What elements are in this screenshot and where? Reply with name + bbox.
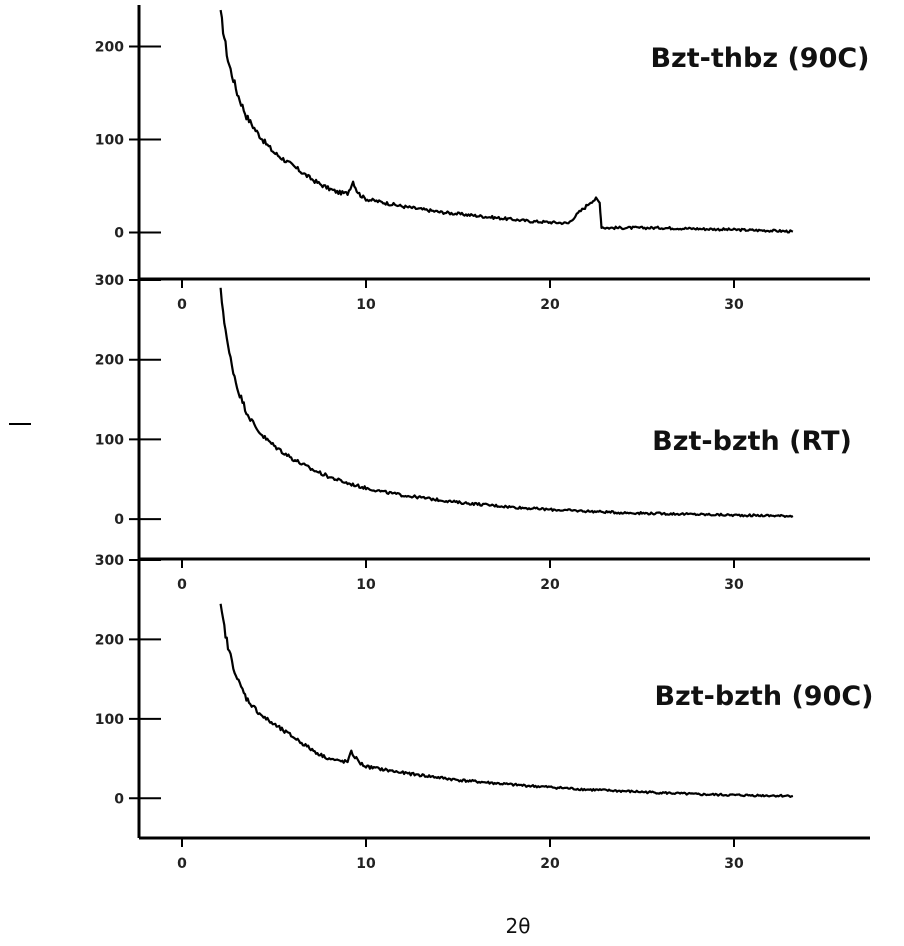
series-line xyxy=(219,9,794,234)
y-tick-label: 0 xyxy=(114,226,124,242)
x-axis-title: 2θ xyxy=(506,914,531,938)
y-tick-label: 0 xyxy=(114,512,124,528)
x-tick-label: 0 xyxy=(177,297,187,313)
x-tick-label: 10 xyxy=(356,297,376,313)
y-tick-label: 0 xyxy=(114,791,124,807)
y-tick-label: 200 xyxy=(95,353,124,369)
y-tick-label: 200 xyxy=(95,40,124,56)
panel-title: Bzt-bzth (90C) xyxy=(654,681,873,712)
x-tick-label: 20 xyxy=(540,577,560,593)
panel-title: Bzt-bzth (RT) xyxy=(652,426,852,457)
x-tick-label: 30 xyxy=(724,297,744,313)
series-line xyxy=(219,603,794,798)
x-tick-label: 0 xyxy=(177,856,187,872)
panel-title: Bzt-thbz (90C) xyxy=(650,43,869,74)
series-line xyxy=(219,287,794,518)
y-tick-label: 100 xyxy=(95,712,124,728)
x-tick-label: 30 xyxy=(724,577,744,593)
y-tick-label: 300 xyxy=(95,553,124,569)
x-tick-label: 10 xyxy=(356,856,376,872)
x-tick-label: 30 xyxy=(724,856,744,872)
y-tick-label: 100 xyxy=(95,133,124,149)
x-tick-label: 20 xyxy=(540,297,560,313)
y-tick-label: 300 xyxy=(95,273,124,289)
x-tick-label: 20 xyxy=(540,856,560,872)
x-tick-label: 0 xyxy=(177,577,187,593)
x-tick-label: 10 xyxy=(356,577,376,593)
y-tick-label: 200 xyxy=(95,632,124,648)
y-tick-label: 100 xyxy=(95,432,124,448)
